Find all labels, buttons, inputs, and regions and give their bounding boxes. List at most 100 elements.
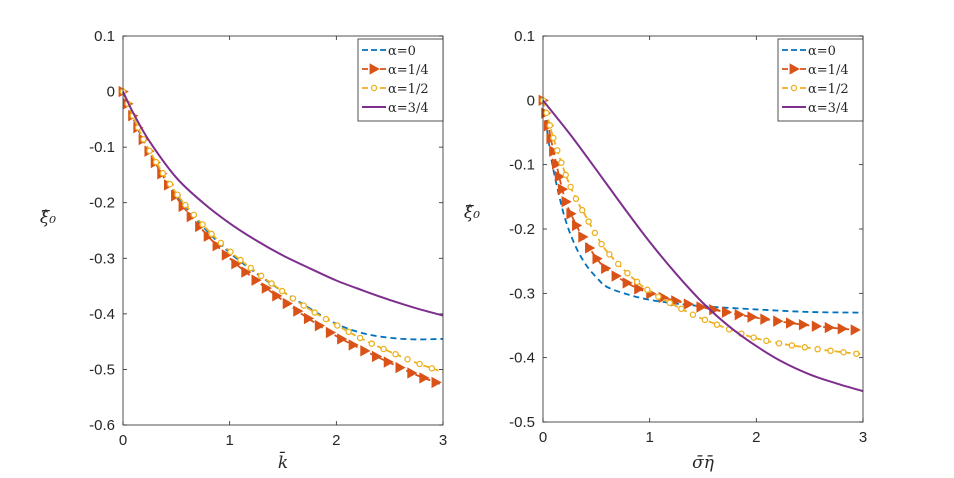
y-tick-label: -0.2 xyxy=(509,221,535,238)
series-marker-2 xyxy=(713,321,721,328)
x-tick-label: 3 xyxy=(439,432,447,449)
series-marker-1 xyxy=(760,313,771,325)
legend-label-3: α=3/4 xyxy=(388,101,429,116)
y-tick-label: 0.1 xyxy=(94,28,115,45)
series-marker-2 xyxy=(775,340,783,347)
series-marker-2 xyxy=(644,286,651,294)
series-marker-2 xyxy=(146,147,153,155)
series-marker-2 xyxy=(380,345,387,353)
series-marker-2 xyxy=(562,171,570,179)
series-marker-1 xyxy=(837,323,848,335)
right-tick-labels: 0 1 2 3 0.1 0 -0.1 -0.2 -0.3 -0.4 -0.5 xyxy=(509,28,867,446)
series-marker-2 xyxy=(763,337,770,345)
series-marker-2 xyxy=(404,355,411,363)
series-marker-2 xyxy=(554,147,561,154)
series-marker-1 xyxy=(282,297,293,310)
x-tick-label: 0 xyxy=(119,432,127,449)
right-x-axis-label: σ̄η̄ xyxy=(692,453,715,473)
y-tick-label: -0.2 xyxy=(89,195,115,212)
legend-label-1: α=1/4 xyxy=(808,63,849,78)
series-marker-2 xyxy=(567,183,574,191)
series-marker-2 xyxy=(257,272,265,280)
series-marker-1 xyxy=(585,242,596,254)
right-panel: 0 1 2 3 0.1 0 -0.1 -0.2 -0.3 -0.4 -0.5 σ̄η̄ ξ̂₀ α=… xyxy=(464,28,867,473)
legend-label-3: α=3/4 xyxy=(808,101,849,116)
series-marker-2 xyxy=(182,201,189,209)
series-marker-2 xyxy=(853,350,860,357)
series-marker-1 xyxy=(634,283,645,295)
right-y-axis-label: ξ̂₀ xyxy=(464,203,480,223)
series-marker-1 xyxy=(549,145,560,157)
x-tick-label: 1 xyxy=(225,432,233,449)
series-marker-2 xyxy=(217,239,225,247)
series-marker-2 xyxy=(689,311,697,318)
series-marker-1 xyxy=(407,367,418,379)
series-marker-2 xyxy=(334,322,341,329)
series-marker-1 xyxy=(683,298,695,310)
series-marker-2 xyxy=(152,158,160,166)
y-tick-label: -0.4 xyxy=(509,350,535,367)
right-axes-box xyxy=(542,35,864,423)
y-tick-label: -0.1 xyxy=(509,157,535,174)
series-marker-2 xyxy=(356,334,364,342)
series-marker-1 xyxy=(592,252,603,265)
series-marker-1 xyxy=(212,240,223,252)
series-marker-2 xyxy=(227,248,234,255)
series-line-3 xyxy=(542,99,864,393)
series-marker-2 xyxy=(392,350,399,358)
series-marker-2 xyxy=(614,260,622,268)
series-marker-2 xyxy=(190,211,198,219)
x-tick-label: 2 xyxy=(332,432,340,449)
legend-marker-2 xyxy=(790,84,798,92)
series-marker-1 xyxy=(622,277,633,289)
series-marker-2 xyxy=(550,134,557,142)
left-y-axis-label: ξ̂₀ xyxy=(40,208,56,228)
series-marker-1 xyxy=(551,158,563,170)
series-marker-2 xyxy=(428,365,436,372)
right-series xyxy=(538,94,864,393)
series-marker-2 xyxy=(579,206,586,214)
left-axes-box xyxy=(122,35,444,426)
y-tick-label: 0.1 xyxy=(514,28,535,45)
series-marker-2 xyxy=(208,230,215,238)
series-marker-1 xyxy=(734,309,745,321)
series-marker-2 xyxy=(543,109,550,117)
left-panel: 0 1 2 30.10-0.1-0.2-0.3-0.4-0.5-0.6 k̄ ξ̂₀ … xyxy=(40,28,447,473)
series-marker-2 xyxy=(750,334,757,341)
series-marker-1 xyxy=(601,262,612,274)
series-marker-2 xyxy=(585,218,592,225)
series-marker-1 xyxy=(566,208,577,220)
series-marker-1 xyxy=(561,196,572,208)
series-marker-2 xyxy=(591,229,599,237)
series-marker-1 xyxy=(554,170,566,183)
x-tick-label: 1 xyxy=(645,429,653,446)
series-marker-1 xyxy=(786,317,797,329)
series-marker-1 xyxy=(360,345,371,357)
series-marker-1 xyxy=(241,266,252,278)
series-marker-1 xyxy=(348,339,359,351)
series-marker-2 xyxy=(598,240,605,248)
series-marker-2 xyxy=(368,340,376,347)
series-marker-2 xyxy=(199,221,206,228)
series-marker-2 xyxy=(159,169,167,177)
series-marker-1 xyxy=(747,311,758,323)
legend-label-1: α=1/4 xyxy=(388,63,429,78)
series-marker-2 xyxy=(840,349,847,356)
series-marker-1 xyxy=(221,249,232,261)
series-marker-1 xyxy=(431,376,442,389)
y-tick-label: -0.4 xyxy=(89,306,115,323)
series-marker-1 xyxy=(696,301,707,313)
series-marker-1 xyxy=(557,183,569,195)
legend-label-2: α=1/2 xyxy=(388,82,429,97)
series-marker-1 xyxy=(231,258,242,270)
series-marker-1 xyxy=(811,320,823,332)
series-marker-1 xyxy=(261,282,272,294)
series-marker-2 xyxy=(322,315,330,323)
series-marker-2 xyxy=(666,299,674,307)
series-marker-1 xyxy=(337,333,348,345)
series-marker-1 xyxy=(395,361,406,374)
series-marker-2 xyxy=(140,136,147,143)
x-tick-label: 2 xyxy=(752,429,760,446)
series-marker-1 xyxy=(850,324,861,336)
legend-marker-2 xyxy=(370,84,378,92)
